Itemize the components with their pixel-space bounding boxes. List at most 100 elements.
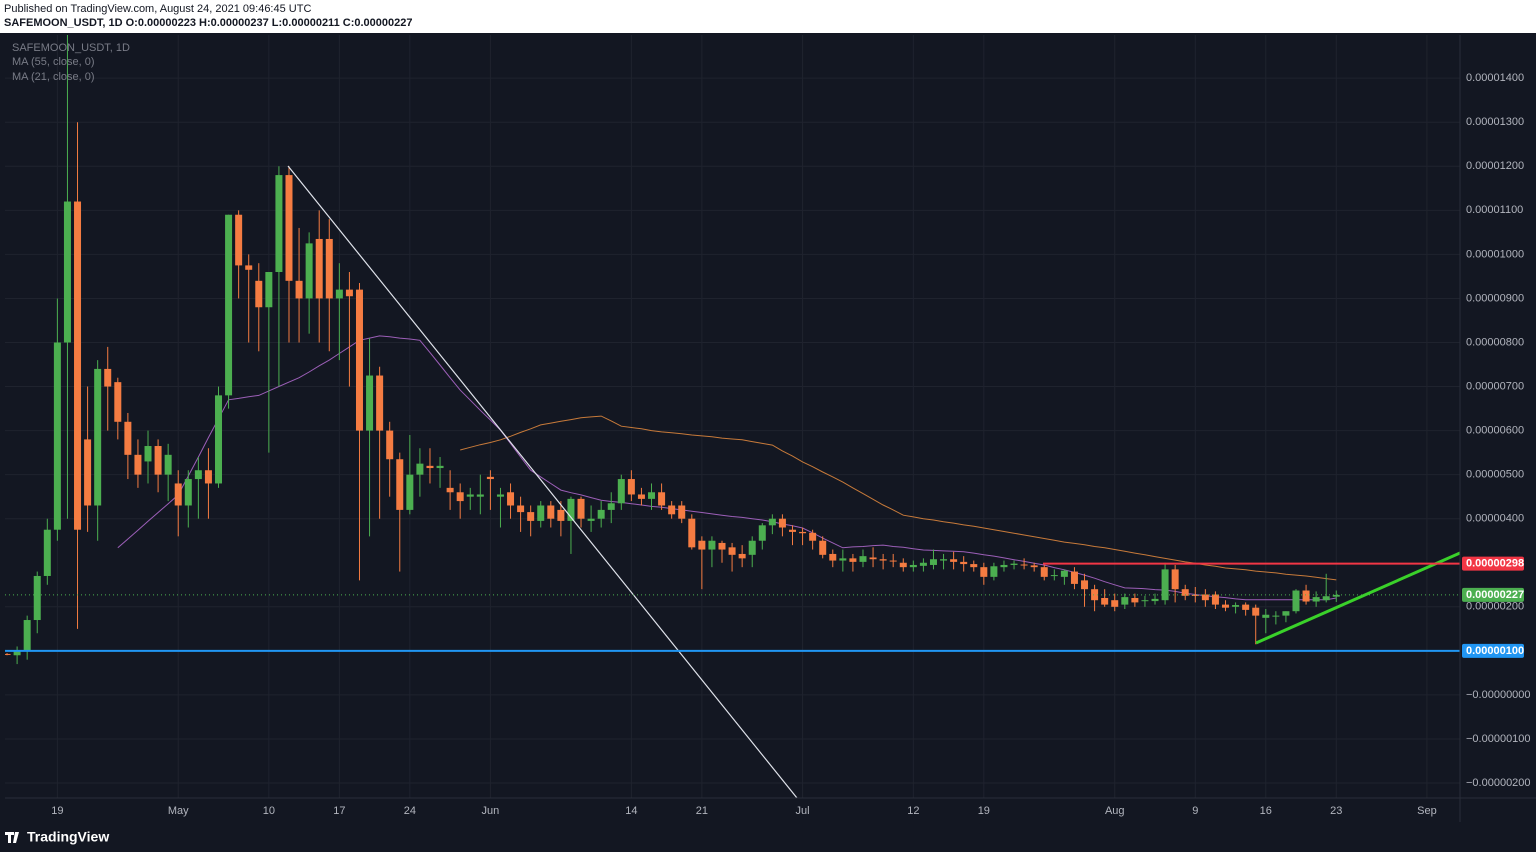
candle-body <box>466 494 474 497</box>
candle-body <box>819 540 827 555</box>
candle-body <box>456 492 464 502</box>
candle-body <box>929 559 937 565</box>
candle-body <box>567 498 575 521</box>
candle-body <box>960 561 968 565</box>
candle-body <box>1151 598 1159 602</box>
x-tick-label: Aug <box>1105 805 1125 817</box>
candle-body <box>1070 571 1078 584</box>
y-tick-label: 0.00000600 <box>1466 425 1524 437</box>
candle-body <box>1040 567 1048 577</box>
candle-body <box>1272 615 1280 617</box>
candle-body <box>859 556 867 562</box>
candle-body <box>1050 575 1058 577</box>
candle-body <box>285 175 293 281</box>
candle-body <box>627 479 635 495</box>
candle-body <box>849 558 857 562</box>
candle-body <box>1171 569 1179 590</box>
candle-body <box>436 465 444 469</box>
x-tick-label: 19 <box>51 805 63 817</box>
candle-body <box>1322 596 1330 601</box>
price-label-box <box>1462 587 1524 602</box>
candle-body <box>648 492 656 499</box>
candle-body <box>255 280 263 308</box>
x-tick-label: May <box>168 805 189 817</box>
candle-body <box>406 474 414 510</box>
candle-body <box>839 558 847 561</box>
candle-body <box>104 368 112 387</box>
candle-body <box>788 529 796 532</box>
candle-body <box>1252 607 1260 616</box>
candle-body <box>980 567 988 577</box>
published-note: Published on TradingView.com, August 24,… <box>4 3 311 15</box>
candle-body <box>114 382 122 422</box>
candle-body <box>275 175 283 273</box>
candle-body <box>94 368 102 506</box>
legend: SAFEMOON_USDT, 1D MA (55, close, 0) MA (2… <box>12 42 130 83</box>
candle-body <box>235 214 243 266</box>
brand-logo <box>5 832 19 843</box>
candle-body <box>376 375 384 431</box>
candle-body <box>1101 597 1109 605</box>
candle-body <box>658 492 666 506</box>
candle-body <box>1222 604 1230 608</box>
candle-body <box>1060 570 1068 577</box>
y-tick-label: 0.00000800 <box>1466 336 1524 348</box>
candle-body <box>134 454 142 475</box>
candle-body <box>1211 594 1219 605</box>
candle-body <box>1141 600 1149 602</box>
candle-body <box>688 518 696 548</box>
candle-body <box>829 553 837 561</box>
moving-average <box>460 415 1337 581</box>
price-label-box <box>1462 556 1524 571</box>
candle-body <box>1232 605 1240 607</box>
candle-body <box>718 542 726 550</box>
moving-average <box>117 335 1337 601</box>
candle-body <box>184 479 192 506</box>
candle-body <box>809 532 817 541</box>
candle-body <box>23 620 31 651</box>
candle-body <box>799 531 807 534</box>
candle-body <box>43 529 51 576</box>
candle-body <box>305 243 313 299</box>
candle-body <box>940 559 948 561</box>
candle-body <box>507 492 515 506</box>
y-tick-label: 0.00000900 <box>1466 292 1524 304</box>
candle-body <box>1332 594 1340 597</box>
x-tick-label: 14 <box>625 805 637 817</box>
x-tick-label: Sep <box>1417 805 1437 817</box>
candle-body <box>517 505 525 513</box>
x-tick-label: 12 <box>907 805 919 817</box>
candle-body <box>577 498 585 519</box>
candle-body <box>678 505 686 519</box>
price-label: 0.00000100 <box>1466 645 1524 657</box>
grid <box>5 35 1460 798</box>
candle-body <box>738 553 746 559</box>
symbol-line: SAFEMOON_USDT, 1D O:0.00000223 H:0.00000… <box>4 17 412 29</box>
support-line <box>1255 551 1460 645</box>
candle-body <box>728 547 736 555</box>
candle-body <box>265 272 273 308</box>
candle-body <box>63 201 71 343</box>
candle-body <box>899 562 907 568</box>
candle-body <box>486 476 494 480</box>
candle-body <box>617 479 625 504</box>
candle-body <box>295 280 303 299</box>
candle-body <box>74 201 82 530</box>
candle-body <box>869 557 877 560</box>
candle-body <box>1131 597 1139 603</box>
candle-body <box>557 509 565 521</box>
candle-body <box>164 454 172 475</box>
candle-body <box>144 446 152 462</box>
x-tick-label: 16 <box>1260 805 1272 817</box>
price-lines: 0.00000298 0.00000227 0.00000100 <box>5 556 1524 658</box>
candle-body <box>1312 597 1320 602</box>
y-tick-label: 0.00001400 <box>1466 72 1524 84</box>
y-tick-label: −0.00000100 <box>1466 733 1531 745</box>
candle-body <box>124 421 132 455</box>
price-label-box <box>1462 643 1524 658</box>
candle-body <box>315 238 323 299</box>
x-tick-label: 24 <box>404 805 416 817</box>
candle-body <box>778 518 786 528</box>
